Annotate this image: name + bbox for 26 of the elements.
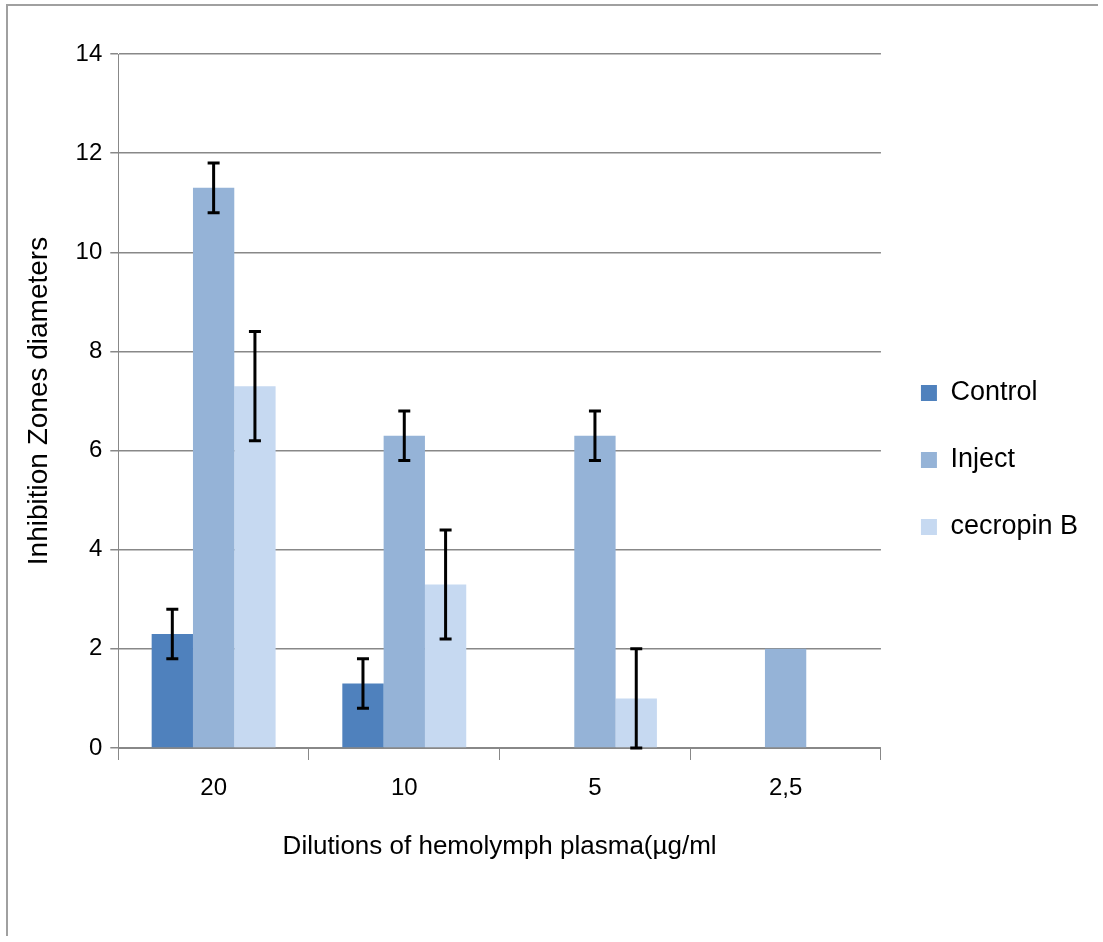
legend-label: cecropin B bbox=[950, 510, 1079, 541]
bar bbox=[151, 633, 193, 748]
bar bbox=[424, 584, 467, 748]
y-tick-label: 6 bbox=[88, 435, 103, 463]
y-tick-label: 0 bbox=[88, 732, 103, 760]
bar bbox=[234, 386, 276, 748]
y-tick-label: 8 bbox=[88, 336, 103, 364]
y-tick-label: 14 bbox=[75, 38, 103, 66]
y-tick-label: 4 bbox=[88, 534, 103, 562]
bar bbox=[383, 435, 425, 748]
bar bbox=[574, 435, 616, 748]
y-tick-label: 12 bbox=[75, 137, 103, 165]
legend-label: Inject bbox=[950, 443, 1016, 474]
bar bbox=[342, 683, 384, 748]
y-axis-title: Inhibition Zones diameters bbox=[21, 236, 53, 566]
bar bbox=[615, 698, 657, 748]
x-tick-label: 2,5 bbox=[768, 773, 803, 801]
legend-label: Control bbox=[950, 376, 1038, 407]
bar bbox=[192, 187, 235, 748]
y-tick-label: 10 bbox=[75, 236, 103, 264]
bar bbox=[764, 648, 807, 748]
x-axis-title: Dilutions of hemolymph plasma(µg/ml bbox=[282, 829, 717, 860]
x-tick-label: 5 bbox=[588, 773, 602, 801]
y-tick-label: 2 bbox=[88, 633, 103, 661]
x-tick-label: 20 bbox=[200, 773, 227, 801]
x-tick-label: 10 bbox=[390, 773, 418, 801]
